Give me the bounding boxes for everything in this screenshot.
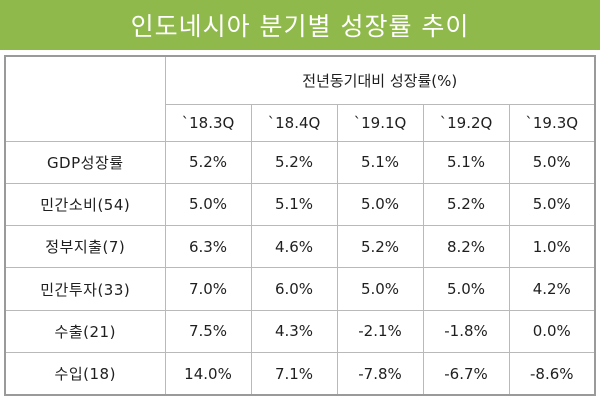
- table-row: 정부지출(7) 6.3% 4.6% 5.2% 8.2% 1.0%: [4, 225, 596, 269]
- table-cell: 5.0%: [422, 267, 510, 311]
- table-row: 수출(21) 7.5% 4.3% -2.1% -1.8% 0.0%: [4, 309, 596, 354]
- table-cell: -6.7%: [422, 352, 510, 396]
- table-cell: 5.2%: [422, 182, 510, 227]
- column-header: `19.2Q: [422, 103, 510, 142]
- table-cell: 4.2%: [508, 267, 596, 311]
- table-row: 수입(18) 14.0% 7.1% -7.8% -6.7% -8.6%: [4, 352, 596, 396]
- row-label: 민간소비(54): [4, 182, 166, 227]
- row-label: GDP성장률: [4, 140, 166, 184]
- corner-cell: [4, 55, 166, 142]
- row-label: 수입(18): [4, 352, 166, 396]
- table-row: 민간투자(33) 7.0% 6.0% 5.0% 5.0% 4.2%: [4, 267, 596, 311]
- chart-title: 인도네시아 분기별 성장률 추이: [130, 12, 470, 41]
- table-cell: 7.1%: [250, 352, 338, 396]
- column-header: `18.4Q: [250, 103, 338, 142]
- table-cell: -8.6%: [508, 352, 596, 396]
- table-cell: 5.0%: [336, 182, 424, 227]
- table-cell: 5.2%: [250, 140, 338, 184]
- table-cell: 5.1%: [422, 140, 510, 184]
- table-cell: 8.2%: [422, 225, 510, 269]
- table-row: GDP성장률 5.2% 5.2% 5.1% 5.1% 5.0%: [4, 140, 596, 184]
- table-cell: -2.1%: [336, 309, 424, 354]
- table-cell: 7.5%: [164, 309, 252, 354]
- row-label: 정부지출(7): [4, 225, 166, 269]
- title-bar: 인도네시아 분기별 성장률 추이: [0, 0, 600, 50]
- column-header: `19.3Q: [508, 103, 596, 142]
- row-label: 수출(21): [4, 309, 166, 354]
- table-cell: 4.3%: [250, 309, 338, 354]
- table-cell: 5.0%: [164, 182, 252, 227]
- table-cell: 5.1%: [336, 140, 424, 184]
- table-row: 민간소비(54) 5.0% 5.1% 5.0% 5.2% 5.0%: [4, 182, 596, 227]
- table-cell: 5.1%: [250, 182, 338, 227]
- table-cell: 7.0%: [164, 267, 252, 311]
- table-cell: 5.2%: [336, 225, 424, 269]
- group-header: 전년동기대비 성장률(%): [164, 55, 596, 105]
- growth-table: 전년동기대비 성장률(%) `18.3Q `18.4Q `19.1Q `19.2…: [4, 55, 596, 396]
- quarter-header-row: `18.3Q `18.4Q `19.1Q `19.2Q `19.3Q: [5, 103, 596, 142]
- header-group-row: 전년동기대비 성장률(%): [4, 55, 596, 142]
- table-cell: 0.0%: [508, 309, 596, 354]
- table-cell: 5.0%: [508, 140, 596, 184]
- column-header: `19.1Q: [336, 103, 424, 142]
- table-cell: 5.2%: [164, 140, 252, 184]
- table-cell: -7.8%: [336, 352, 424, 396]
- column-header: `18.3Q: [164, 103, 252, 142]
- table-cell: 6.0%: [250, 267, 338, 311]
- table-cell: 1.0%: [508, 225, 596, 269]
- table-cell: 5.0%: [508, 182, 596, 227]
- row-label: 민간투자(33): [4, 267, 166, 311]
- table-cell: 14.0%: [164, 352, 252, 396]
- table-cell: -1.8%: [422, 309, 510, 354]
- table-cell: 6.3%: [164, 225, 252, 269]
- table-cell: 4.6%: [250, 225, 338, 269]
- table-cell: 5.0%: [336, 267, 424, 311]
